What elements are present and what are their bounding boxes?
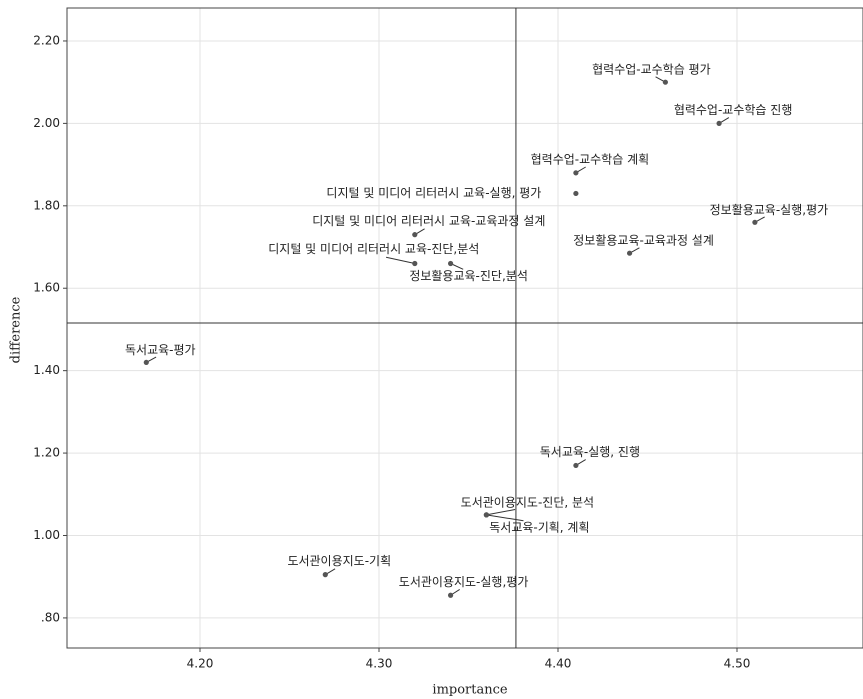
point-label: 도서관이용지도-기획 [287, 554, 391, 568]
point [573, 190, 579, 197]
point [447, 260, 454, 267]
leader-line [385, 256, 415, 264]
point [573, 462, 579, 469]
leader-line [486, 514, 524, 522]
y-tick-label: 1.40 [33, 363, 60, 377]
point-label: 독서교육-실행, 진행 [540, 444, 640, 459]
point [626, 250, 633, 256]
plot-frame [66, 7, 863, 649]
y-tick-label: 1.60 [33, 281, 60, 295]
point-label: 정보활용교육-진단,분석 [409, 269, 528, 283]
point [752, 219, 758, 225]
point-label: 협력수업-교수학습 진행 [674, 102, 793, 117]
point [412, 232, 418, 238]
y-tick-label: .80 [41, 610, 60, 624]
x-tick-label: 4.40 [545, 657, 572, 671]
x-tick-label: 4.50 [724, 657, 751, 671]
y-tick-label: 1.20 [33, 446, 60, 460]
point-label: 독서교육-기획, 계획 [489, 520, 589, 534]
y-tick-label: 1.00 [33, 528, 60, 542]
point-label: 디지털 및 미디어 리터러시 교육-진단,분석 [268, 242, 479, 256]
point-label: 협력수업-교수학습 평가 [592, 63, 711, 77]
x-axis-title: importance [432, 683, 507, 698]
y-tick-label: 2.20 [33, 33, 60, 47]
point-label: 도서관이용지도-실행,평가 [399, 574, 529, 589]
point [322, 572, 328, 578]
point [412, 260, 418, 267]
point-label: 협력수업-교수학습 계획 [531, 152, 650, 166]
point [573, 170, 579, 176]
point [662, 79, 668, 85]
point [447, 592, 454, 598]
y-tick-label: 1.80 [33, 198, 60, 212]
point-label: 정보활용교육-실행,평가 [710, 202, 829, 217]
point [143, 359, 149, 366]
x-tick-label: 4.30 [366, 657, 393, 671]
y-tick-label: 2.00 [33, 116, 60, 130]
y-axis-title: difference [9, 296, 24, 363]
point-label: 도서관이용지도-진단, 분석 [461, 495, 594, 509]
point-label: 정보활용교육-교육과정 설계 [573, 234, 714, 248]
point-label: 독서교육-평가 [125, 343, 196, 357]
point [716, 120, 722, 126]
leader-line [486, 508, 516, 516]
point [483, 512, 489, 518]
x-tick-label: 4.20 [187, 657, 214, 671]
point-label: 디지털 및 미디어 리터러시 교육-교육과정 설계 [312, 214, 545, 228]
point-label: 디지털 및 미디어 리터러시 교육-실행, 평가 [326, 185, 541, 200]
